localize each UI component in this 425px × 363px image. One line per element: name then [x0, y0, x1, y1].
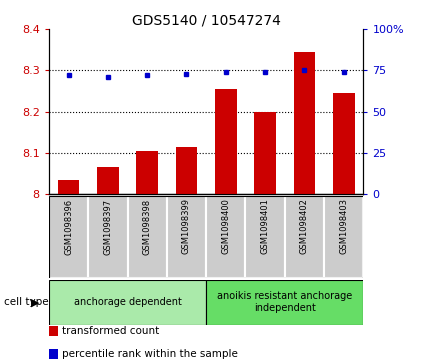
Bar — [245, 196, 285, 278]
Title: GDS5140 / 10547274: GDS5140 / 10547274 — [132, 14, 280, 28]
Text: GSM1098403: GSM1098403 — [339, 199, 348, 254]
Text: GSM1098402: GSM1098402 — [300, 199, 309, 254]
Bar — [333, 93, 354, 194]
Bar — [324, 196, 363, 278]
Text: transformed count: transformed count — [62, 326, 160, 336]
Bar — [49, 196, 88, 278]
Text: ▶: ▶ — [31, 297, 39, 307]
Text: GSM1098400: GSM1098400 — [221, 199, 230, 254]
Text: GSM1098399: GSM1098399 — [182, 199, 191, 254]
Text: GSM1098398: GSM1098398 — [143, 199, 152, 254]
Bar — [176, 147, 197, 194]
Text: GSM1098396: GSM1098396 — [64, 199, 73, 254]
Bar — [285, 196, 324, 278]
Bar — [49, 280, 206, 325]
Text: anchorage dependent: anchorage dependent — [74, 297, 181, 307]
Bar — [97, 167, 119, 194]
Text: anoikis resistant anchorage
independent: anoikis resistant anchorage independent — [217, 291, 352, 313]
Bar — [136, 151, 158, 194]
Bar — [215, 89, 237, 194]
Bar — [206, 280, 363, 325]
Bar — [88, 196, 128, 278]
Bar — [294, 52, 315, 194]
Bar — [58, 180, 79, 194]
Bar — [128, 196, 167, 278]
Text: percentile rank within the sample: percentile rank within the sample — [62, 349, 238, 359]
Bar — [254, 112, 276, 194]
Bar — [206, 196, 245, 278]
Text: GSM1098397: GSM1098397 — [103, 199, 112, 254]
Text: GSM1098401: GSM1098401 — [261, 199, 269, 254]
Bar — [167, 196, 206, 278]
Text: cell type: cell type — [4, 297, 49, 307]
